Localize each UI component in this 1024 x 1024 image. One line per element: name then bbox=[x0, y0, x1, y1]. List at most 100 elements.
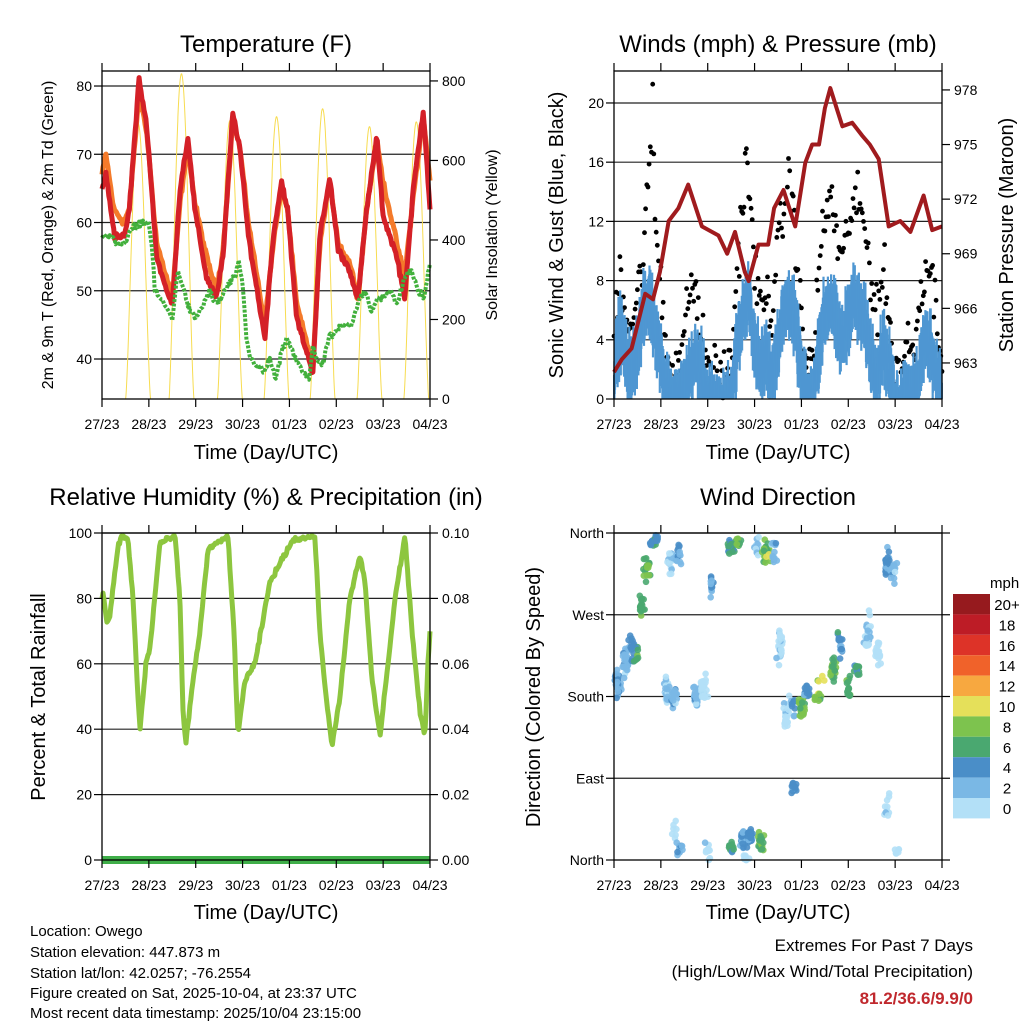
y-tick-label: 40 bbox=[76, 721, 92, 737]
gust-point bbox=[736, 274, 742, 279]
y-tick-label: 4 bbox=[596, 332, 604, 348]
legend-label: 0 bbox=[1003, 801, 1011, 818]
gust-point bbox=[683, 312, 688, 318]
y-right-tick-label: 972 bbox=[954, 191, 978, 207]
gust-point bbox=[638, 269, 644, 275]
wind-point bbox=[929, 308, 932, 346]
gust-point bbox=[632, 306, 638, 312]
wind-point bbox=[888, 326, 891, 364]
wind-point bbox=[726, 360, 730, 397]
wind-point bbox=[893, 388, 896, 399]
x-tick-label: 29/23 bbox=[178, 877, 213, 893]
station-info: Location: Owego Station elevation: 447.8… bbox=[30, 923, 361, 1022]
x-tick-label: 28/23 bbox=[643, 877, 678, 893]
direction-point bbox=[866, 611, 874, 619]
temperature-panel: Temperature (F) Time (Day/UTC) 2m & 9m T… bbox=[40, 31, 501, 464]
wind-point bbox=[690, 331, 693, 369]
direction-point bbox=[797, 705, 804, 712]
gust-point bbox=[631, 315, 637, 320]
direction-point bbox=[885, 790, 893, 797]
x-tick-label: 02/23 bbox=[319, 416, 354, 432]
x-tick-label: 30/23 bbox=[737, 877, 772, 893]
gust-point bbox=[827, 188, 832, 194]
gust-point bbox=[820, 208, 825, 214]
y-right-tick-label: 0.08 bbox=[442, 590, 469, 606]
gust-point bbox=[676, 358, 681, 363]
gust-point bbox=[816, 265, 822, 271]
temperature-xlabel: Time (Day/UTC) bbox=[194, 442, 339, 464]
wind-point bbox=[619, 290, 622, 328]
gust-point bbox=[755, 276, 761, 281]
gust-point bbox=[740, 210, 746, 216]
gust-point bbox=[630, 321, 636, 327]
humidity-line bbox=[99, 533, 433, 748]
gust-point bbox=[742, 150, 748, 156]
gust-point bbox=[652, 216, 658, 222]
direction-point bbox=[699, 678, 706, 685]
gust-point bbox=[761, 307, 767, 313]
gust-point bbox=[883, 301, 889, 307]
gust-point bbox=[785, 184, 790, 190]
wind-point bbox=[891, 354, 894, 392]
direction-point bbox=[830, 678, 838, 685]
gust-point bbox=[758, 288, 763, 294]
gust-point bbox=[650, 81, 656, 87]
gust-point bbox=[871, 292, 877, 297]
direction-point bbox=[614, 685, 621, 692]
y-tick-label: 80 bbox=[76, 78, 92, 94]
direction-point bbox=[725, 542, 733, 550]
wind-point bbox=[722, 367, 725, 399]
y-right-tick-label: 978 bbox=[954, 82, 978, 98]
y-right-tick-label: 0.04 bbox=[442, 721, 469, 737]
gust-point bbox=[874, 281, 879, 287]
direction-point bbox=[887, 574, 895, 582]
direction-point bbox=[676, 548, 683, 556]
gust-point bbox=[687, 292, 693, 298]
gust-point bbox=[749, 217, 755, 223]
gust-point bbox=[695, 295, 701, 300]
direction-point bbox=[890, 561, 898, 568]
gust-point bbox=[733, 289, 739, 294]
gust-point bbox=[635, 287, 640, 293]
gust-point bbox=[878, 279, 884, 285]
y-tick-label: 100 bbox=[69, 525, 93, 541]
info-created: Figure created on Sat, 2025-10-04, at 23… bbox=[30, 985, 357, 1002]
2m-t-line bbox=[99, 75, 433, 376]
direction-point bbox=[782, 716, 789, 724]
direction-point bbox=[674, 848, 681, 856]
direction-point bbox=[730, 846, 737, 853]
direction-point bbox=[673, 557, 681, 565]
gust-point bbox=[680, 333, 686, 338]
direction-point bbox=[829, 663, 836, 670]
plot-frame bbox=[101, 70, 431, 400]
legend-swatch bbox=[953, 696, 990, 717]
direction-point bbox=[623, 653, 631, 660]
wind-point bbox=[928, 345, 931, 383]
gust-point bbox=[852, 185, 858, 191]
direction-point bbox=[670, 821, 677, 829]
wind-point bbox=[768, 331, 771, 369]
direction-point bbox=[835, 636, 842, 644]
direction-point bbox=[760, 547, 768, 555]
direction-point bbox=[701, 839, 709, 846]
y-tick-label: 70 bbox=[76, 146, 92, 162]
legend-unit: mph bbox=[990, 575, 1019, 592]
direction-point bbox=[838, 645, 846, 653]
wind-point bbox=[845, 328, 848, 366]
y-tick-label: 20 bbox=[76, 787, 92, 803]
direction-point bbox=[864, 627, 872, 634]
y-tick-label: South bbox=[567, 689, 604, 705]
y-tick-label: 20 bbox=[588, 95, 604, 111]
y-right-tick-label: 969 bbox=[954, 246, 978, 262]
x-tick-label: 01/23 bbox=[784, 416, 819, 432]
gust-point bbox=[920, 293, 926, 299]
direction-point bbox=[634, 654, 642, 662]
y-tick-label: 0 bbox=[596, 391, 604, 407]
gust-point bbox=[770, 308, 776, 313]
y-right-tick-label: 963 bbox=[954, 355, 978, 371]
direction-point bbox=[775, 637, 782, 645]
x-tick-label: 27/23 bbox=[596, 416, 631, 432]
wind-point bbox=[937, 387, 940, 399]
direction-point bbox=[643, 564, 651, 571]
legend-swatch bbox=[953, 736, 990, 758]
